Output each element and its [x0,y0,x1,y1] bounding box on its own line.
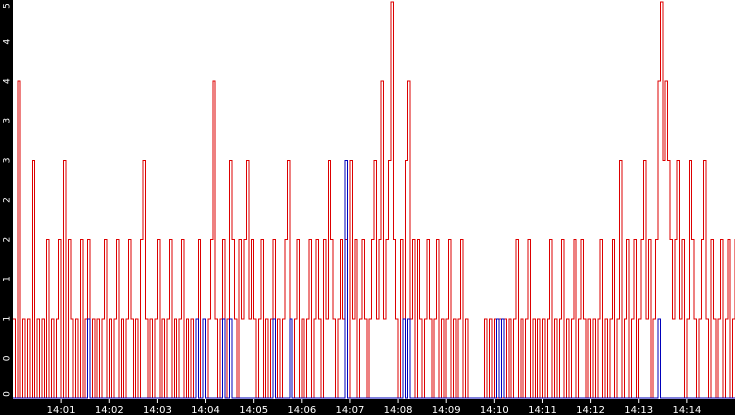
x-tick-label: 14:01 [47,405,76,415]
x-tick-label: 14:13 [624,405,653,415]
x-tick-label: 14:04 [191,405,220,415]
y-tick-label: 0 [3,355,13,361]
y-tick-label: 0 [3,391,13,397]
x-tick-label: 14:07 [335,405,364,415]
x-tick-label: 14:12 [576,405,605,415]
x-tick-label: 14:03 [143,405,172,415]
x-tick-label: 14:06 [287,405,316,415]
x-axis: 14:01 14:02 14:03 14:04 14:05 14:06 14:07 14:08… [47,399,701,415]
series-line-2 [13,159,735,399]
plot-area [13,1,735,399]
y-tick-label: 2 [3,237,13,243]
y-axis: 0 0 1 1 2 2 3 3 4 4 5 [3,3,13,397]
x-tick-label: 14:09 [432,405,461,415]
y-tick-label: 4 [3,38,13,44]
x-tick-label: 14:08 [384,405,413,415]
y-tick-label: 1 [3,276,13,282]
y-tick-label: 2 [3,197,13,203]
x-tick-label: 14:02 [95,405,124,415]
x-tick-label: 14:10 [480,405,509,415]
y-tick-label: 3 [3,158,13,164]
y-tick-label: 3 [3,118,13,124]
x-tick-label: 14:11 [528,405,557,415]
x-tick-label: 14:14 [672,405,701,415]
y-tick-label: 1 [3,316,13,322]
y-tick-label: 4 [3,78,13,84]
y-tick-label: 5 [3,3,13,9]
x-tick-label: 14:05 [239,405,268,415]
y-axis-band [0,0,13,415]
series-line-1 [13,1,735,399]
x-axis-band [0,399,735,415]
